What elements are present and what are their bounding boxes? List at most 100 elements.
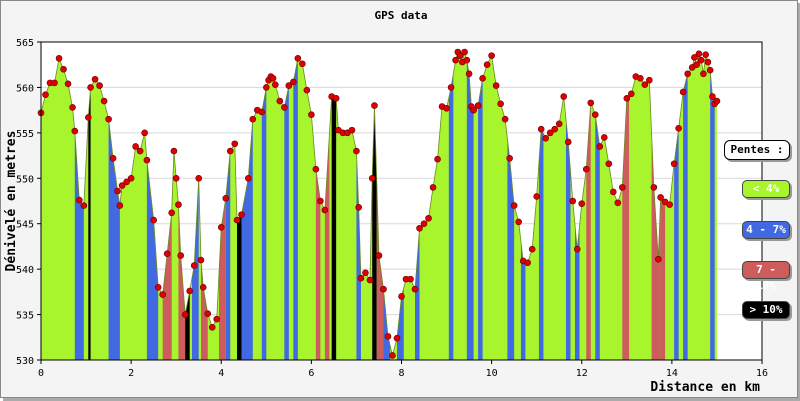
- data-point: [80, 202, 88, 209]
- data-point: [425, 214, 432, 222]
- y-axis-label: Dénivelé en metres: [4, 131, 19, 272]
- y-tick-label: 555: [16, 129, 34, 140]
- data-point: [366, 276, 374, 284]
- data-point: [87, 84, 94, 91]
- data-point: [389, 352, 396, 359]
- data-point: [713, 97, 721, 105]
- data-point: [655, 255, 662, 263]
- data-point: [197, 256, 205, 264]
- data-point: [127, 174, 135, 182]
- data-point: [143, 156, 151, 164]
- data-point: [411, 285, 419, 293]
- data-point: [657, 194, 664, 201]
- data-point: [51, 79, 58, 87]
- data-point: [619, 184, 626, 191]
- data-point: [195, 174, 203, 182]
- y-tick-label: 535: [16, 311, 34, 322]
- data-point: [416, 224, 423, 232]
- slope-band: [565, 51, 571, 360]
- data-point: [238, 211, 245, 218]
- data-point: [510, 202, 518, 209]
- slope-band: [466, 51, 474, 360]
- legend-item-gt10: > 10%: [742, 301, 790, 319]
- data-point: [181, 311, 189, 318]
- data-point: [96, 82, 103, 89]
- data-point: [434, 155, 441, 163]
- data-point: [704, 58, 712, 66]
- elevation-area: [41, 51, 717, 360]
- data-point: [697, 56, 705, 64]
- data-point: [582, 165, 590, 173]
- x-tick-label: 4: [218, 368, 224, 379]
- data-point: [303, 86, 311, 94]
- data-point: [578, 200, 586, 208]
- data-point: [222, 194, 230, 202]
- data-point: [375, 252, 383, 259]
- data-point: [628, 90, 635, 98]
- data-point: [91, 75, 99, 83]
- data-point: [537, 125, 545, 133]
- data-point: [702, 51, 709, 59]
- data-point: [172, 174, 180, 182]
- data-point: [429, 184, 437, 191]
- data-point: [69, 104, 76, 111]
- data-point: [380, 285, 387, 293]
- data-point: [76, 196, 83, 204]
- data-point: [371, 102, 378, 109]
- data-point: [675, 125, 682, 132]
- slope-band: [88, 51, 91, 360]
- data-point: [321, 206, 329, 214]
- data-point: [208, 323, 216, 331]
- x-tick-label: 2: [128, 368, 134, 379]
- slope-band: [293, 51, 298, 360]
- data-point: [384, 333, 392, 340]
- legend-title: Pentes :: [724, 140, 790, 160]
- data-point: [569, 197, 577, 205]
- data-point: [317, 197, 324, 205]
- slope-band: [108, 51, 120, 360]
- data-point: [368, 174, 376, 182]
- data-point: [591, 111, 599, 118]
- x-tick-label: 6: [308, 368, 314, 379]
- data-point: [456, 52, 464, 59]
- data-point: [684, 70, 691, 78]
- x-tick-label: 8: [398, 368, 404, 379]
- data-point: [123, 178, 130, 186]
- legend-item-4-7: 4 - 7%: [742, 221, 790, 239]
- data-point: [670, 160, 678, 168]
- data-point: [666, 201, 673, 208]
- data-point: [217, 224, 225, 231]
- data-point: [272, 81, 279, 89]
- data-point: [141, 129, 148, 137]
- data-point: [332, 95, 340, 102]
- data-point: [700, 70, 707, 78]
- y-tick-label: 545: [16, 220, 34, 231]
- data-point: [186, 287, 194, 295]
- data-point: [231, 140, 239, 148]
- data-point: [362, 269, 369, 277]
- data-point: [564, 138, 572, 146]
- data-point: [596, 143, 604, 150]
- legend-item-7-10: 7 - 10%: [742, 261, 790, 292]
- slope-band: [74, 51, 84, 360]
- data-point: [551, 125, 559, 133]
- data-point: [150, 216, 157, 224]
- x-tick-label: 12: [576, 368, 588, 379]
- data-point: [488, 52, 495, 59]
- data-point: [60, 65, 67, 73]
- y-tick-label: 530: [16, 356, 34, 367]
- y-tick-label: 565: [16, 38, 34, 49]
- data-point: [573, 245, 581, 253]
- data-point: [461, 48, 468, 56]
- data-point: [348, 126, 356, 134]
- slope-band: [324, 51, 330, 360]
- data-point: [420, 220, 428, 228]
- data-point: [709, 93, 716, 100]
- data-point: [587, 99, 595, 107]
- data-point: [560, 93, 568, 100]
- data-point: [163, 250, 171, 257]
- data-point: [353, 147, 360, 155]
- data-point: [64, 80, 72, 88]
- data-point: [623, 95, 631, 102]
